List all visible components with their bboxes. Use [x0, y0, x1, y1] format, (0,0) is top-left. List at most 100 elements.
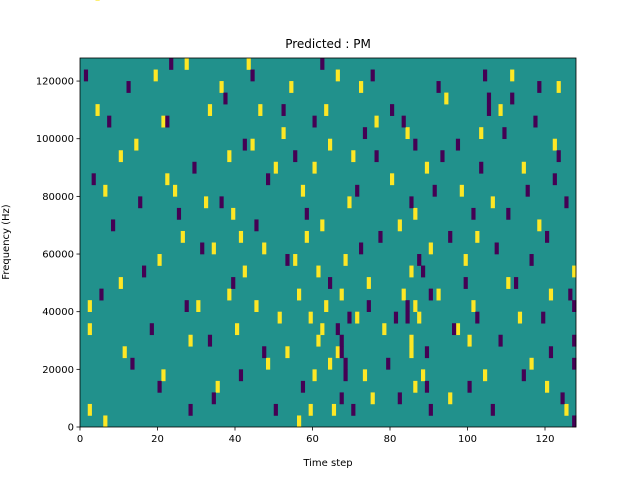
heatmap-cell-high	[266, 357, 271, 370]
heatmap-cell-low	[537, 81, 542, 93]
heatmap-cell-low	[347, 311, 352, 324]
heatmap-cell-low	[529, 254, 534, 266]
y-axis-ticks: 0 20000 40000 60000 80000 100000 120000	[36, 77, 80, 434]
x-tick-label: 40	[229, 434, 242, 445]
heatmap-cell-low	[370, 69, 375, 82]
heatmap-cell-low	[486, 92, 492, 105]
heatmap-cell-low	[176, 207, 182, 220]
heatmap-cell-low	[91, 173, 96, 186]
heatmap-cell-high	[184, 58, 189, 70]
heatmap-cell-high	[413, 207, 418, 220]
heatmap-cell-high	[572, 265, 577, 278]
heatmap-cell-high	[556, 81, 561, 93]
heatmap-cell-low	[424, 380, 430, 393]
heatmap-cell-high	[331, 403, 337, 416]
x-tick-label: 60	[306, 434, 319, 445]
heatmap-cell-low	[467, 380, 472, 393]
heatmap-cell-high	[537, 219, 542, 232]
x-tick-label: 20	[151, 434, 164, 445]
heatmap-cell-high	[359, 81, 364, 93]
heatmap-cell-high	[250, 138, 255, 151]
heatmap-cell-low	[250, 69, 255, 82]
heatmap-cell-high	[227, 150, 232, 163]
heatmap-cell-high	[444, 92, 449, 105]
heatmap-cell-high	[308, 403, 313, 416]
heatmap-cell-low	[200, 242, 205, 255]
heatmap-cell-low	[281, 104, 286, 116]
heatmap-cell-low	[207, 334, 213, 347]
y-tick-label: 20000	[42, 365, 74, 376]
heatmap-cell-high	[498, 104, 503, 116]
heatmap-cell-high	[409, 346, 414, 359]
heatmap-cell-low	[502, 127, 507, 140]
heatmap-cell-high	[483, 369, 488, 382]
heatmap-cell-high	[548, 288, 554, 301]
heatmap-cell-high	[312, 369, 317, 382]
heatmap-cell-high	[262, 242, 267, 255]
heatmap-cell-high	[405, 127, 410, 140]
heatmap-cell-low	[266, 173, 271, 186]
heatmap-cell-high	[161, 115, 166, 128]
heatmap-cell-low	[428, 288, 433, 301]
heatmap-cell-low	[463, 277, 468, 289]
heatmap-cell-low	[242, 138, 247, 151]
heatmap-cell-high	[153, 69, 158, 82]
heatmap-cell-high	[196, 300, 201, 312]
heatmap-cell-low	[273, 403, 278, 416]
heatmap-cell-low	[572, 415, 577, 428]
y-tick-label: 100000	[36, 134, 74, 145]
heatmap-cell-low	[149, 323, 154, 336]
heatmap-cell-high	[320, 219, 325, 232]
heatmap-cell-low	[99, 288, 104, 301]
heatmap-cell-high	[188, 334, 193, 347]
heatmap-cell-low	[548, 346, 554, 359]
heatmap-cell-low	[211, 392, 216, 405]
heatmap-cell-low	[521, 369, 526, 382]
heatmap-cell-low	[130, 357, 135, 370]
heatmap-cell-high	[413, 300, 418, 312]
heatmap-cell-high	[463, 254, 468, 266]
heatmap-cell-high	[409, 265, 414, 278]
heatmap-cell-high	[258, 104, 263, 116]
heatmap-cell-high	[219, 81, 224, 93]
heatmap-cell-low	[142, 265, 147, 278]
heatmap-cell-high	[207, 104, 213, 116]
x-axis-label: Time step	[302, 458, 352, 469]
heatmap-cell-low	[424, 346, 430, 359]
heatmap-cell-low	[494, 242, 499, 255]
heatmap-cell-high	[273, 161, 278, 174]
heatmap-cell-low	[448, 230, 453, 243]
heatmap-cell-low	[339, 392, 344, 405]
heatmap-cell-low	[498, 334, 503, 347]
heatmap-cell-low	[343, 357, 348, 370]
heatmap-cell-high	[293, 254, 298, 266]
heatmap-cell-high	[335, 346, 340, 359]
heatmap-cell-high	[254, 300, 259, 312]
heatmap-cell-low	[545, 230, 550, 243]
heatmap-cell-high	[161, 369, 166, 382]
x-tick-label: 120	[535, 434, 554, 445]
heatmap-cell-high	[122, 346, 127, 359]
chart-title: Predicted : PM	[285, 37, 371, 51]
heatmap-cell-high	[475, 230, 480, 243]
heatmap-cell-low	[572, 357, 577, 370]
heatmap-cell-low	[219, 196, 224, 209]
heatmap-cell-high	[506, 277, 511, 289]
heatmap-cell-high	[297, 415, 302, 428]
heatmap-cell-low	[506, 207, 511, 220]
heatmap-cell-low	[126, 81, 131, 93]
heatmap-cell-high	[459, 184, 464, 197]
heatmap-cell-high	[285, 346, 290, 359]
heatmap-cell-high	[316, 265, 321, 278]
heatmap-cell-high	[490, 196, 495, 209]
heatmap-cell-low	[293, 150, 298, 163]
heatmap-cell-high	[211, 242, 216, 255]
y-tick-label: 80000	[42, 192, 74, 203]
heatmap-cell-low	[386, 357, 391, 370]
heatmap-cell-low	[510, 92, 515, 105]
heatmap-cell-low	[525, 184, 530, 197]
heatmap-cell-low	[231, 277, 236, 289]
heatmap-cell-high	[246, 58, 251, 70]
heatmap-cell-high	[103, 184, 108, 197]
